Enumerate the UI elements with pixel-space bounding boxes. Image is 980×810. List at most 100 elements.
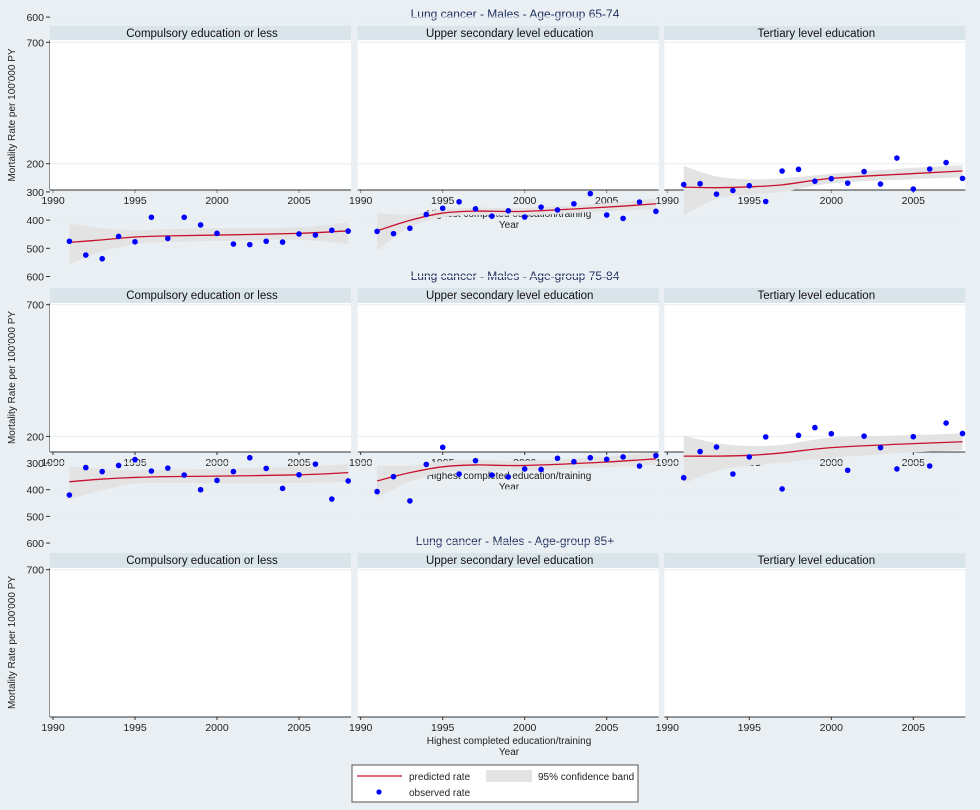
y-tick-label: 200 — [26, 431, 44, 443]
observed-point — [439, 205, 446, 212]
panel-title: Upper secondary level education — [426, 290, 594, 302]
observed-point — [697, 448, 703, 455]
y-tick-label: 400 — [26, 485, 44, 497]
observed-point — [489, 213, 495, 219]
observed-point — [263, 238, 270, 245]
observed-point — [407, 225, 413, 232]
observed-point — [844, 467, 851, 474]
confidence-band — [683, 433, 963, 484]
confidence-band — [69, 464, 349, 500]
y-axis-label: Mortality Rate per 100'000 PY — [7, 48, 18, 181]
observed-point — [894, 466, 900, 472]
panel-title: Upper secondary level education — [426, 555, 594, 567]
observed-point — [959, 175, 966, 182]
observed-point — [374, 488, 380, 495]
observed-point — [894, 155, 900, 161]
row-title: Lung cancer - Males - Age-group 65-74 — [411, 7, 620, 21]
x-tick-label: 1990 — [656, 722, 680, 734]
x-tick-label: 2000 — [513, 722, 537, 734]
observed-point — [680, 474, 687, 481]
observed-point — [653, 208, 659, 215]
x-tick-label: 1995 — [123, 195, 147, 207]
x-tick-label: 2000 — [513, 195, 537, 207]
x-axis-sublabel: Year — [499, 747, 520, 758]
plot-area — [357, 303, 659, 452]
y-tick-label: 600 — [26, 12, 44, 24]
observed-point — [390, 473, 397, 480]
panel-header — [664, 26, 966, 40]
panel-header — [664, 553, 966, 568]
y-tick-label: 700 — [26, 300, 44, 312]
observed-point — [456, 198, 462, 205]
observed-point — [587, 190, 594, 197]
x-tick-label: 2005 — [287, 722, 311, 734]
observed-point — [587, 454, 594, 461]
observed-point — [877, 444, 884, 451]
y-tick-label: 700 — [26, 565, 44, 577]
observed-point — [132, 239, 138, 245]
panel-header — [50, 553, 351, 568]
observed-point — [844, 180, 851, 186]
observed-point — [214, 230, 220, 237]
observed-point — [115, 233, 122, 240]
panel-header — [357, 288, 659, 303]
observed-point — [423, 211, 430, 218]
panel-2-1: Compulsory education or less 1990 1995 2000… — [41, 163, 352, 469]
observed-point — [165, 465, 171, 471]
confidence-band — [377, 452, 656, 498]
observed-point — [296, 471, 302, 478]
observed-point — [472, 206, 479, 212]
y-tick-label: 300 — [26, 187, 44, 199]
panel-title: Tertiary level education — [757, 28, 875, 40]
y-tick-label: 300 — [26, 458, 44, 470]
observed-point — [636, 199, 643, 205]
panel-title: Upper secondary level education — [426, 28, 594, 40]
x-tick-label: 2005 — [595, 722, 619, 734]
observed-point — [407, 498, 413, 504]
predicted-line — [683, 441, 963, 457]
panel-title: Compulsory education or less — [126, 28, 278, 40]
observed-point — [620, 454, 626, 460]
observed-point — [472, 457, 479, 464]
observed-point — [943, 159, 949, 166]
observed-point — [521, 466, 528, 472]
y-axis: 200 300 400 500 600 700 Mortality Rate per 100… — [7, 431, 51, 717]
y-axis: 200 300 400 500 600 700 Mortality Rate per 100… — [7, 159, 51, 452]
observed-point — [148, 214, 155, 221]
panel-title: Compulsory education or less — [126, 555, 278, 567]
observed-point — [99, 468, 105, 475]
x-tick-label: 2005 — [902, 722, 926, 734]
panel-title: Tertiary level education — [757, 555, 875, 567]
observed-point — [521, 214, 528, 220]
observed-point — [390, 230, 397, 237]
observed-point — [279, 485, 286, 492]
observed-point — [99, 255, 105, 262]
plot-area — [664, 568, 966, 717]
confidence-band — [69, 222, 349, 265]
observed-point — [456, 471, 462, 477]
observed-point — [828, 175, 835, 182]
y-tick-label: 600 — [26, 538, 44, 550]
x-axis-sublabel: Year — [499, 220, 520, 231]
observed-point — [554, 455, 561, 462]
observed-point — [910, 433, 917, 440]
y-tick-label: 400 — [26, 215, 44, 227]
observed-point — [197, 486, 204, 493]
observed-point — [423, 461, 430, 468]
x-axis-sublabel: Year — [499, 482, 520, 493]
observed-point — [132, 456, 138, 463]
observed-point — [181, 214, 187, 221]
observed-point — [959, 430, 966, 437]
observed-point — [165, 235, 171, 242]
x-tick-label: 1995 — [123, 722, 147, 734]
x-tick-label: 1990 — [349, 722, 373, 734]
observed-point — [571, 200, 577, 207]
panel-title: Tertiary level education — [757, 290, 875, 302]
observed-point — [603, 212, 610, 218]
observed-point — [713, 191, 720, 197]
legend: predicted rate 95% confidence band observe… — [351, 764, 639, 803]
x-tick-label: 1995 — [738, 195, 762, 207]
observed-point — [214, 477, 220, 484]
x-tick-label: 1995 — [431, 195, 455, 207]
x-tick-label: 2000 — [205, 195, 229, 207]
